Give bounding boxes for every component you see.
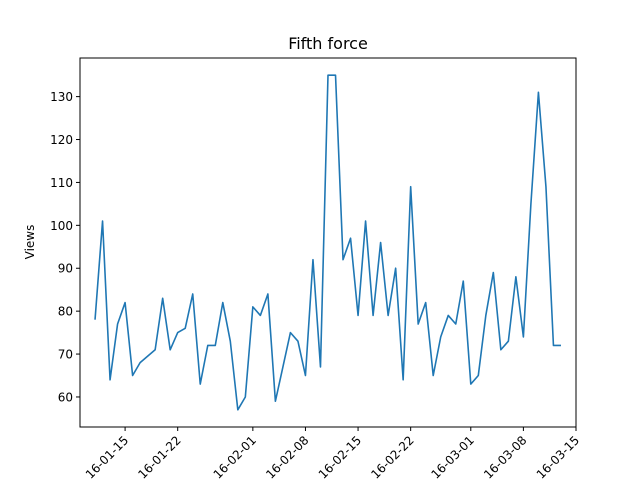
data-point xyxy=(305,375,307,377)
data-point xyxy=(162,297,164,299)
data-point xyxy=(154,349,156,351)
data-point xyxy=(132,375,134,377)
data-point xyxy=(402,379,404,381)
plot-frame xyxy=(79,57,577,428)
data-point xyxy=(545,186,547,188)
series-line xyxy=(94,74,561,411)
data-point xyxy=(432,375,434,377)
data-point xyxy=(267,293,269,295)
data-point xyxy=(229,340,231,342)
data-point xyxy=(477,375,479,377)
data-point xyxy=(312,259,314,261)
data-point xyxy=(372,315,374,317)
data-point xyxy=(365,220,367,222)
data-point xyxy=(410,186,412,188)
y-tick-label: 80 xyxy=(58,305,73,319)
data-point xyxy=(237,409,239,411)
data-point xyxy=(297,340,299,342)
data-point xyxy=(109,379,111,381)
data-point xyxy=(117,323,119,325)
data-point xyxy=(538,91,540,93)
series-layer xyxy=(94,74,562,411)
data-point xyxy=(455,323,457,325)
data-point xyxy=(357,315,359,317)
data-point xyxy=(222,302,224,304)
data-point xyxy=(387,315,389,317)
data-point xyxy=(417,323,419,325)
data-point xyxy=(515,276,517,278)
data-point xyxy=(199,383,201,385)
data-point xyxy=(335,74,337,76)
data-point xyxy=(282,366,284,368)
data-point xyxy=(207,345,209,347)
y-tick-label: 60 xyxy=(58,390,73,404)
y-tick-label: 130 xyxy=(50,90,73,104)
data-point xyxy=(350,237,352,239)
data-point xyxy=(252,306,254,308)
chart-title: Fifth force xyxy=(288,34,368,53)
data-point xyxy=(462,280,464,282)
data-point xyxy=(124,302,126,304)
data-point xyxy=(440,336,442,338)
data-point xyxy=(184,327,186,329)
data-point xyxy=(530,203,532,205)
data-point xyxy=(560,345,562,347)
data-point xyxy=(192,293,194,295)
y-tick-label: 120 xyxy=(50,133,73,147)
data-point xyxy=(102,220,104,222)
data-point xyxy=(492,272,494,274)
data-point xyxy=(395,267,397,269)
data-point xyxy=(470,383,472,385)
data-point xyxy=(259,315,261,317)
data-point xyxy=(507,340,509,342)
data-point xyxy=(553,345,555,347)
data-point xyxy=(500,349,502,351)
data-point xyxy=(522,336,524,338)
data-point xyxy=(290,332,292,334)
data-point xyxy=(244,396,246,398)
data-point xyxy=(139,362,141,364)
data-point xyxy=(342,259,344,261)
y-axis-label: Views xyxy=(23,225,37,260)
data-point xyxy=(425,302,427,304)
data-point xyxy=(177,332,179,334)
data-point xyxy=(214,345,216,347)
data-point xyxy=(94,319,96,321)
data-point xyxy=(274,400,276,402)
data-point xyxy=(447,315,449,317)
y-tick-label: 110 xyxy=(50,176,73,190)
data-point xyxy=(485,315,487,317)
y-tick-label: 90 xyxy=(58,262,73,276)
y-axis-ticks: 60 70 80 90 100 110 120 130 xyxy=(50,90,80,404)
data-point xyxy=(169,349,171,351)
y-tick-label: 70 xyxy=(58,348,73,362)
data-point xyxy=(380,242,382,244)
data-point xyxy=(320,366,322,368)
y-tick-label: 100 xyxy=(50,219,73,233)
data-point xyxy=(327,74,329,76)
